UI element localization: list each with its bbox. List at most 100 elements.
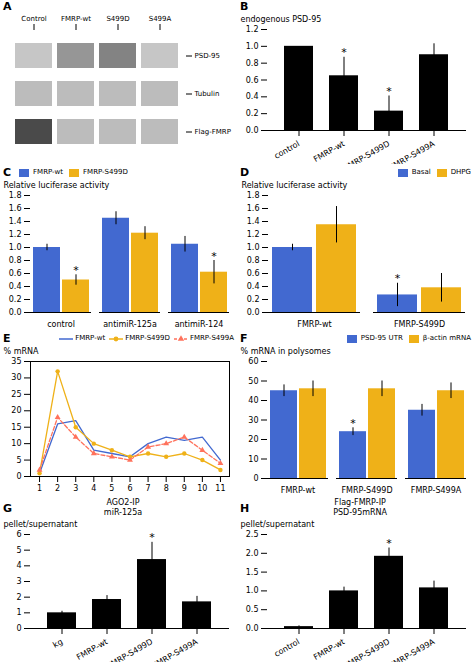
- svg-text:0.0: 0.0: [247, 308, 260, 317]
- svg-text:FMRP-S499A: FMRP-S499A: [411, 486, 462, 495]
- svg-text:11: 11: [215, 484, 225, 493]
- svg-text:10: 10: [197, 484, 207, 493]
- svg-text:1.0: 1.0: [9, 243, 22, 252]
- svg-text:1.4: 1.4: [9, 217, 22, 226]
- svg-text:0.6: 0.6: [247, 269, 260, 278]
- svg-text:8: 8: [164, 484, 169, 493]
- svg-text:25: 25: [11, 390, 21, 399]
- svg-text:*: *: [350, 417, 356, 430]
- svg-text:2.5: 2.5: [246, 530, 259, 539]
- svg-text:2: 2: [16, 593, 21, 602]
- svg-text:1.2: 1.2: [9, 230, 22, 239]
- svg-text:1.5: 1.5: [246, 568, 259, 577]
- svg-text:*: *: [211, 250, 217, 263]
- svg-text:Flag-FMRP: Flag-FMRP: [195, 128, 231, 136]
- svg-text:pellet/supernatant: pellet/supernatant: [241, 520, 315, 529]
- svg-text:FMRP-S499A: FMRP-S499A: [388, 637, 437, 662]
- svg-text:10: 10: [248, 455, 258, 464]
- svg-text:*: *: [341, 46, 347, 59]
- svg-text:0.0: 0.0: [9, 308, 22, 317]
- svg-text:1.0: 1.0: [246, 586, 259, 595]
- svg-text:35: 35: [11, 357, 21, 366]
- svg-text:9: 9: [182, 484, 187, 493]
- svg-text:FMRP-wt: FMRP-wt: [312, 139, 346, 164]
- svg-text:3: 3: [73, 484, 78, 493]
- svg-text:1.0: 1.0: [246, 42, 259, 51]
- svg-text:1.2: 1.2: [246, 25, 259, 34]
- svg-text:2: 2: [55, 484, 60, 493]
- svg-text:1.2: 1.2: [247, 230, 260, 239]
- svg-text:control: control: [273, 139, 302, 161]
- svg-text:antimiR-124: antimiR-124: [175, 320, 224, 329]
- svg-text:*: *: [386, 85, 392, 98]
- svg-text:Control: Control: [21, 15, 46, 23]
- svg-text:1.0: 1.0: [247, 243, 260, 252]
- svg-text:2.0: 2.0: [246, 549, 259, 558]
- svg-text:0.2: 0.2: [246, 109, 259, 118]
- svg-text:pellet/supernatant: pellet/supernatant: [4, 520, 78, 529]
- svg-text:1: 1: [37, 484, 42, 493]
- svg-text:Relative luciferase activity: Relative luciferase activity: [242, 181, 348, 190]
- svg-text:FMRP-wt: FMRP-wt: [61, 15, 91, 23]
- svg-text:FMRP-S499D: FMRP-S499D: [106, 637, 155, 662]
- svg-text:0.4: 0.4: [247, 282, 260, 291]
- svg-text:20: 20: [248, 435, 258, 444]
- svg-text:10: 10: [11, 439, 21, 448]
- svg-text:5: 5: [16, 456, 21, 465]
- svg-text:4: 4: [91, 484, 96, 493]
- svg-text:S499A: S499A: [149, 15, 172, 23]
- svg-text:0.8: 0.8: [9, 256, 22, 265]
- svg-text:FMRP-S499D: FMRP-S499D: [343, 139, 392, 164]
- svg-text:0.0: 0.0: [246, 126, 259, 135]
- svg-text:6: 6: [127, 484, 132, 493]
- svg-text:FMRP-wt: FMRP-wt: [75, 637, 109, 662]
- svg-text:0.4: 0.4: [246, 92, 259, 101]
- svg-text:0.4: 0.4: [9, 282, 22, 291]
- svg-text:0.2: 0.2: [9, 295, 22, 304]
- svg-text:30: 30: [11, 373, 21, 382]
- svg-text:50: 50: [248, 377, 258, 386]
- svg-text:FMRP-S499A: FMRP-S499A: [388, 139, 437, 164]
- svg-text:5: 5: [16, 546, 21, 555]
- svg-text:% mRNA in polysomes: % mRNA in polysomes: [241, 347, 331, 356]
- svg-text:1.6: 1.6: [9, 204, 22, 213]
- svg-text:antimiR-125a: antimiR-125a: [103, 320, 157, 329]
- svg-text:FMRP-S499D: FMRP-S499D: [341, 486, 392, 495]
- svg-text:60: 60: [248, 357, 258, 366]
- svg-text:control: control: [273, 637, 302, 659]
- svg-text:FMRP-S499A: FMRP-S499A: [151, 637, 200, 662]
- svg-text:FMRP-wt: FMRP-wt: [281, 486, 315, 495]
- svg-text:0.2: 0.2: [247, 295, 260, 304]
- svg-text:0.5: 0.5: [246, 605, 259, 614]
- svg-text:20: 20: [11, 406, 21, 415]
- svg-text:1.4: 1.4: [247, 217, 260, 226]
- svg-text:*: *: [386, 537, 392, 550]
- svg-text:kg: kg: [51, 637, 64, 650]
- svg-text:4: 4: [16, 561, 21, 570]
- svg-text:40: 40: [248, 396, 258, 405]
- svg-text:30: 30: [248, 416, 258, 425]
- svg-text:% mRNA: % mRNA: [4, 347, 39, 356]
- svg-text:endogenous PSD-95: endogenous PSD-95: [241, 15, 322, 24]
- svg-text:0.6: 0.6: [9, 269, 22, 278]
- svg-text:control: control: [47, 320, 75, 329]
- svg-text:6: 6: [16, 530, 21, 539]
- svg-text:1.8: 1.8: [247, 191, 260, 200]
- svg-text:5: 5: [109, 484, 114, 493]
- svg-text:FMRP-wt: FMRP-wt: [297, 320, 331, 329]
- svg-text:0.6: 0.6: [246, 76, 259, 85]
- svg-text:Tubulin: Tubulin: [194, 90, 220, 98]
- svg-text:1.6: 1.6: [247, 204, 260, 213]
- svg-text:0: 0: [253, 474, 258, 483]
- svg-text:15: 15: [11, 423, 21, 432]
- svg-text:0: 0: [16, 472, 21, 481]
- svg-text:0: 0: [16, 624, 21, 633]
- svg-text:7: 7: [146, 484, 151, 493]
- svg-text:0.8: 0.8: [246, 59, 259, 68]
- svg-text:0.8: 0.8: [247, 256, 260, 265]
- svg-text:S499D: S499D: [106, 15, 129, 23]
- svg-text:PSD-95: PSD-95: [195, 52, 221, 60]
- svg-text:*: *: [395, 272, 401, 285]
- svg-text:0.0: 0.0: [246, 624, 259, 633]
- svg-text:3: 3: [16, 577, 21, 586]
